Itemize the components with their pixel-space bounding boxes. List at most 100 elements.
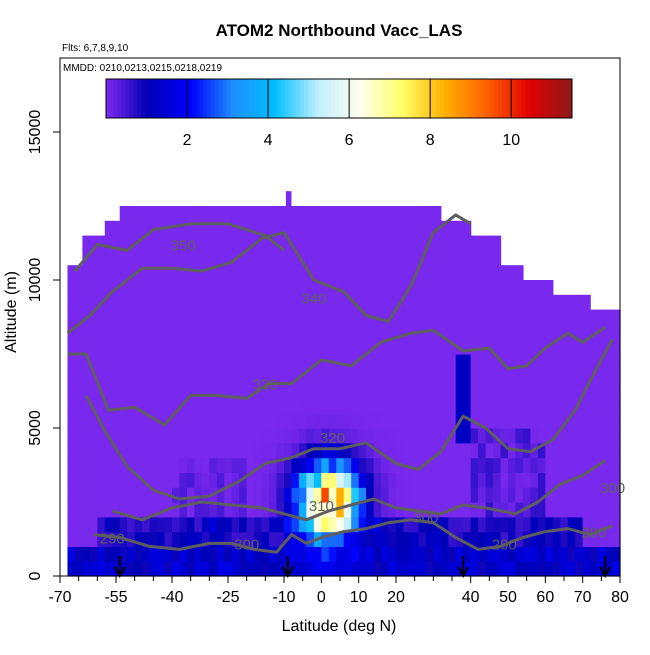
heatmap-cell <box>134 442 143 459</box>
heatmap-cell <box>440 413 449 429</box>
heatmap-cell <box>157 502 166 518</box>
heatmap-cell <box>157 561 166 577</box>
heatmap-cell <box>67 502 76 518</box>
heatmap-cell <box>209 516 218 533</box>
heatmap-cell <box>455 516 464 533</box>
heatmap-cell <box>231 398 240 414</box>
heatmap-cell <box>179 472 188 488</box>
heatmap-cell <box>291 428 300 444</box>
heatmap-cell <box>463 472 472 488</box>
colorbar-segment <box>548 79 554 118</box>
heatmap-cell <box>157 235 166 251</box>
heatmap-cell <box>112 309 121 325</box>
heatmap-cell <box>515 398 524 414</box>
heatmap-cell <box>440 502 449 518</box>
heatmap-cell <box>328 516 337 533</box>
heatmap-cell <box>276 516 285 533</box>
colorbar-segment <box>529 79 534 118</box>
heatmap-cell <box>433 309 442 325</box>
heatmap-cell <box>470 516 479 533</box>
heatmap-cell <box>313 472 322 488</box>
heatmap-cell <box>418 472 427 488</box>
heatmap-cell <box>485 235 494 251</box>
y-tick-label: 5000 <box>27 410 44 446</box>
heatmap-cell <box>157 339 166 355</box>
heatmap-cell <box>343 354 352 370</box>
heatmap-cell <box>515 324 524 340</box>
heatmap-cell <box>231 502 240 518</box>
heatmap-cell <box>104 250 113 266</box>
heatmap-cell <box>485 294 494 311</box>
heatmap-cell <box>149 294 158 311</box>
heatmap-cell <box>201 531 210 547</box>
heatmap-cell <box>112 250 121 266</box>
heatmap-cell <box>74 442 83 459</box>
heatmap-cell <box>157 442 166 459</box>
heatmap-cell <box>127 487 136 503</box>
heatmap-cell <box>351 516 360 533</box>
heatmap-cell <box>366 472 375 488</box>
heatmap-cell <box>537 280 546 296</box>
heatmap-cell <box>485 324 494 340</box>
heatmap-cell <box>343 294 352 311</box>
heatmap-cell <box>321 502 330 518</box>
heatmap-cell <box>291 442 300 459</box>
heatmap-cell <box>82 442 91 459</box>
heatmap-cell <box>396 206 405 222</box>
heatmap-cell <box>515 546 524 562</box>
heatmap-cell <box>403 294 412 311</box>
heatmap-cell <box>82 354 91 370</box>
heatmap-cell <box>433 206 442 222</box>
heatmap-cell <box>157 280 166 296</box>
heatmap-cell <box>82 487 91 503</box>
heatmap-cell <box>522 561 531 577</box>
heatmap-cell <box>291 354 300 370</box>
heatmap-cell <box>97 368 106 385</box>
heatmap-cell <box>425 516 434 533</box>
heatmap-cell <box>396 561 405 577</box>
heatmap-cell <box>164 324 173 340</box>
heatmap-cell <box>403 516 412 533</box>
heatmap-cell <box>567 428 576 444</box>
heatmap-cell <box>388 442 397 459</box>
heatmap-cell <box>276 546 285 562</box>
heatmap-cell <box>597 398 606 414</box>
heatmap-cell <box>582 398 591 414</box>
heatmap-cell <box>493 324 502 340</box>
heatmap-cell <box>388 294 397 311</box>
heatmap-cell <box>418 413 427 429</box>
heatmap-cell <box>134 472 143 488</box>
heatmap-cell <box>157 546 166 562</box>
heatmap-cell <box>343 546 352 562</box>
heatmap-cell <box>440 383 449 399</box>
heatmap-cell <box>269 546 278 562</box>
heatmap-cell <box>396 324 405 340</box>
heatmap-cell <box>172 309 181 325</box>
heatmap-cell <box>209 250 218 266</box>
heatmap-cell <box>97 413 106 429</box>
heatmap-cell <box>410 294 419 311</box>
heatmap-cell <box>425 502 434 518</box>
colorbar-segment <box>327 79 332 118</box>
colorbar-segment <box>339 79 344 118</box>
heatmap-cell <box>216 324 225 340</box>
heatmap-cell <box>388 487 397 503</box>
heatmap-cell <box>567 457 576 473</box>
heatmap-cell <box>463 339 472 355</box>
heatmap-cell <box>298 442 307 459</box>
heatmap-cell <box>463 516 472 533</box>
heatmap-cell <box>104 546 113 562</box>
heatmap-cell <box>500 516 509 533</box>
heatmap-cell <box>582 383 591 399</box>
colorbar-segment <box>245 79 251 118</box>
colorbar-segment <box>362 79 367 118</box>
heatmap-cell <box>269 398 278 414</box>
heatmap-cell <box>590 354 599 370</box>
heatmap-cell <box>381 280 390 296</box>
heatmap-cell <box>500 472 509 488</box>
heatmap-cell <box>381 428 390 444</box>
heatmap-cell <box>209 413 218 429</box>
heatmap-cell <box>119 428 128 444</box>
heatmap-cell <box>82 324 91 340</box>
heatmap-cell <box>612 309 621 325</box>
